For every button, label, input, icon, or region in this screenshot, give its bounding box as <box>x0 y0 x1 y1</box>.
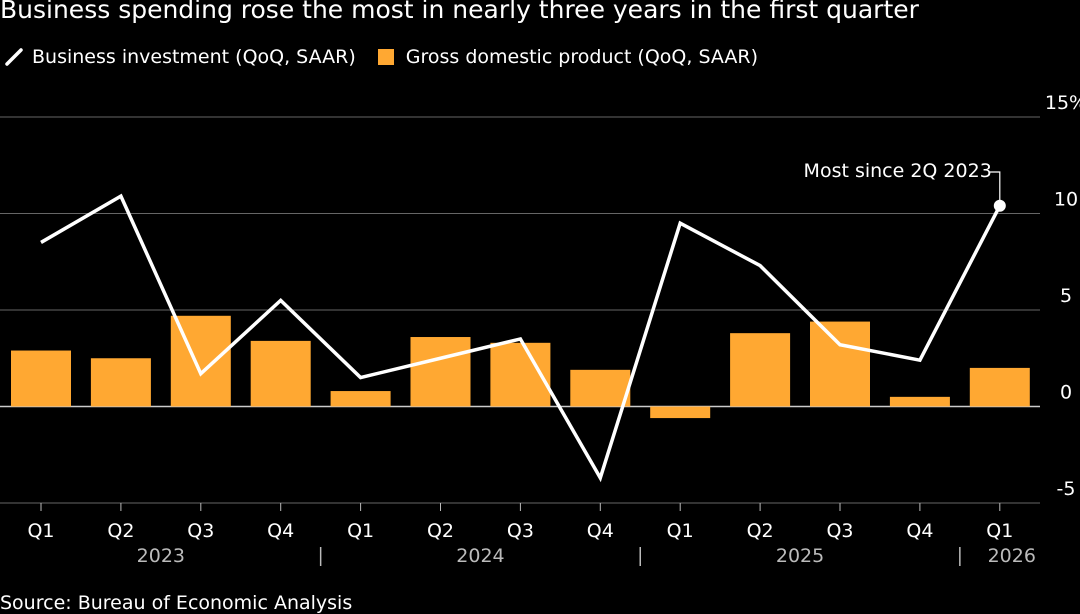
x-year-label: 2025 <box>776 545 824 567</box>
annotation-leader <box>989 171 1001 206</box>
x-year-label: 2024 <box>456 545 504 567</box>
x-tick-label: Q4 <box>267 520 294 542</box>
x-tick-label: Q1 <box>27 520 54 542</box>
legend-item-gdp: Gross domestic product (QoQ, SAAR) <box>377 46 759 68</box>
gdp-bar <box>730 333 791 407</box>
legend-item-business-investment: Business investment (QoQ, SAAR) <box>4 46 356 68</box>
x-tick-label: Q4 <box>906 520 933 542</box>
y-tick-label: -5 <box>1057 478 1076 500</box>
gdp-bar <box>889 396 950 407</box>
x-tick-label: Q1 <box>986 520 1013 542</box>
legend-label-business-investment: Business investment (QoQ, SAAR) <box>32 46 356 68</box>
gdp-bar <box>650 406 711 419</box>
x-year-label: 2023 <box>137 545 185 567</box>
gdp-bar <box>570 369 631 407</box>
gdp-bar <box>810 321 870 407</box>
gdp-bar <box>250 340 311 407</box>
source-note: Source: Bureau of Economic Analysis <box>0 592 353 614</box>
y-tick-label: 5 <box>1060 285 1072 307</box>
x-tick-label: Q3 <box>187 520 214 542</box>
x-tick-label: Q3 <box>507 520 534 542</box>
line-swatch-icon <box>5 48 23 66</box>
gdp-bar <box>90 358 151 407</box>
gdp-bar <box>11 350 71 407</box>
legend-label-gdp: Gross domestic product (QoQ, SAAR) <box>405 46 759 68</box>
y-tick-label: 0 <box>1060 382 1072 404</box>
annotation-label: Most since 2Q 2023 <box>804 160 992 182</box>
x-tick-label: Q2 <box>427 520 454 542</box>
x-tick-label: Q1 <box>347 520 374 542</box>
gdp-bar <box>330 391 391 407</box>
gdp-bar <box>410 337 471 407</box>
x-tick-label: Q4 <box>587 520 614 542</box>
x-tick-label: Q3 <box>826 520 853 542</box>
x-tick-label: Q1 <box>667 520 694 542</box>
x-tick-label: Q2 <box>107 520 134 542</box>
y-tick-label: 15% <box>1045 92 1080 114</box>
chart-title: Business spending rose the most in nearl… <box>0 0 919 24</box>
y-tick-label: 10 <box>1054 189 1078 211</box>
x-year-label: 2026 <box>988 545 1036 567</box>
bar-swatch-icon <box>377 49 394 65</box>
gdp-bar <box>969 367 1030 407</box>
x-tick-label: Q2 <box>747 520 774 542</box>
business-investment-line <box>40 193 1002 483</box>
legend: Business investment (QoQ, SAAR) Gross do… <box>4 46 780 68</box>
